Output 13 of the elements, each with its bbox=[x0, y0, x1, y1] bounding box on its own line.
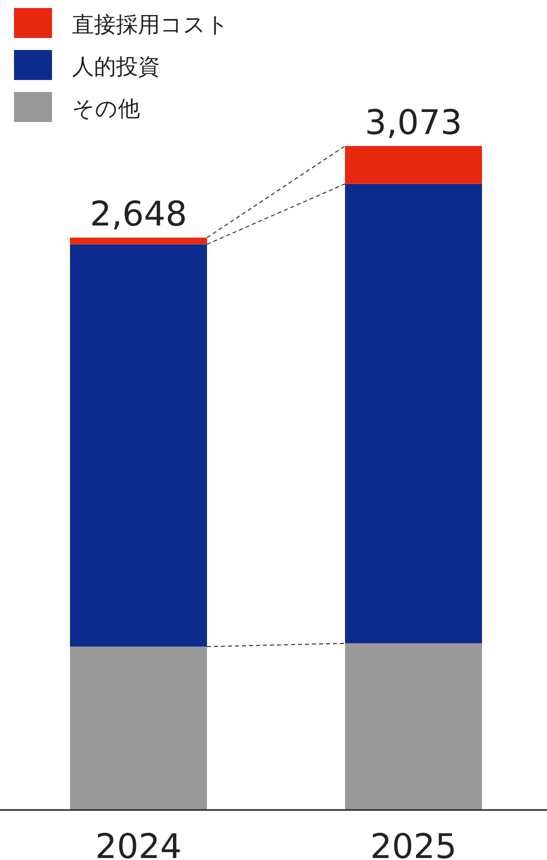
x-tick-label: 2024 bbox=[95, 827, 182, 860]
bar bbox=[345, 184, 482, 644]
x-tick-label: 2025 bbox=[370, 827, 457, 860]
bar bbox=[345, 146, 482, 184]
bar bbox=[70, 244, 207, 647]
bar bbox=[345, 643, 482, 810]
bar bbox=[70, 238, 207, 244]
legend-label: 直接採用コスト bbox=[72, 13, 229, 38]
bar bbox=[70, 646, 207, 810]
annotation: 2,648 bbox=[90, 194, 188, 235]
legend-label: 人的投資 bbox=[72, 55, 160, 80]
legend-label: その他 bbox=[72, 97, 140, 122]
annotation: 3,073 bbox=[364, 103, 462, 143]
